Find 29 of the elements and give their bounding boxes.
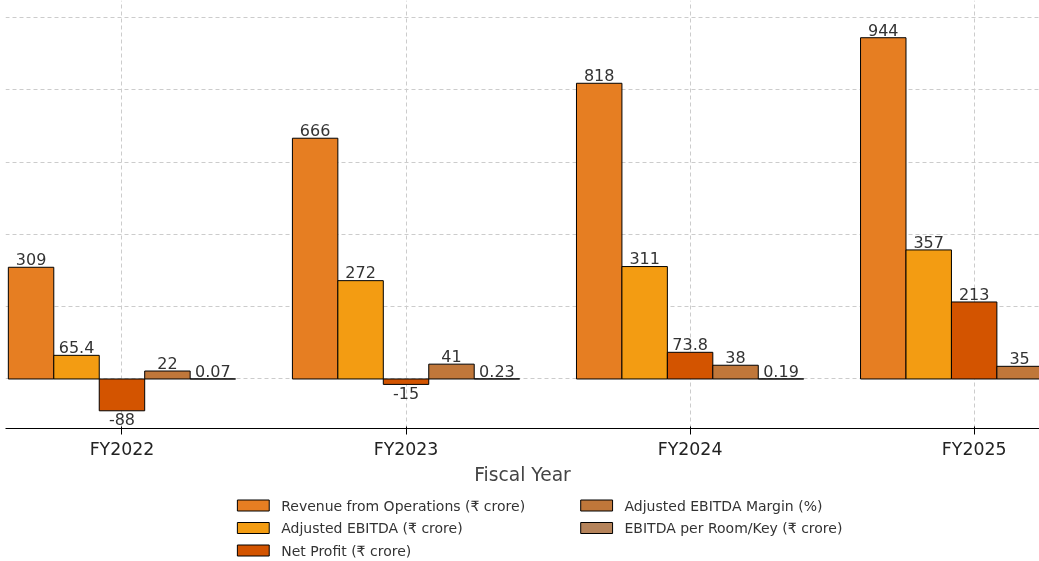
data-label: 41	[441, 346, 462, 366]
data-label: 22	[157, 353, 178, 373]
data-label: 311	[629, 249, 660, 269]
data-label: 65.4	[58, 338, 95, 358]
data-label: 0.19	[763, 361, 799, 381]
legend-label: Adjusted EBITDA (₹ crore)	[281, 520, 463, 536]
data-label: -88	[108, 409, 136, 429]
x-tick-label: FY2025	[941, 438, 1007, 459]
data-label: 357	[913, 232, 944, 252]
data-label: 213	[958, 284, 990, 304]
data-label: 0.07	[195, 361, 231, 381]
x-tick-label: FY2023	[373, 438, 439, 459]
legend-label: Net Profit (₹ crore)	[281, 542, 412, 559]
legend-label: Adjusted EBITDA Margin (%)	[624, 497, 823, 514]
data-label: 38	[725, 348, 746, 368]
data-label: 73.8	[672, 335, 708, 355]
legend-label: Revenue from Operations (₹ crore)	[281, 497, 526, 514]
data-label: -15	[392, 383, 420, 403]
x-tick-label: FY2024	[657, 438, 723, 459]
data-label: 666	[299, 121, 331, 141]
data-label: 272	[345, 263, 376, 283]
x-tick-label: FY2022	[89, 438, 155, 459]
data-label: 944	[867, 20, 899, 40]
data-label: 818	[583, 66, 615, 86]
legend-label: EBITDA per Room/Key (₹ crore)	[624, 520, 843, 536]
x-axis-title: Fiscal Year	[474, 463, 572, 485]
data-label: 0.23	[479, 361, 515, 381]
data-label: 309	[15, 250, 47, 270]
data-label: 35	[1009, 349, 1030, 369]
